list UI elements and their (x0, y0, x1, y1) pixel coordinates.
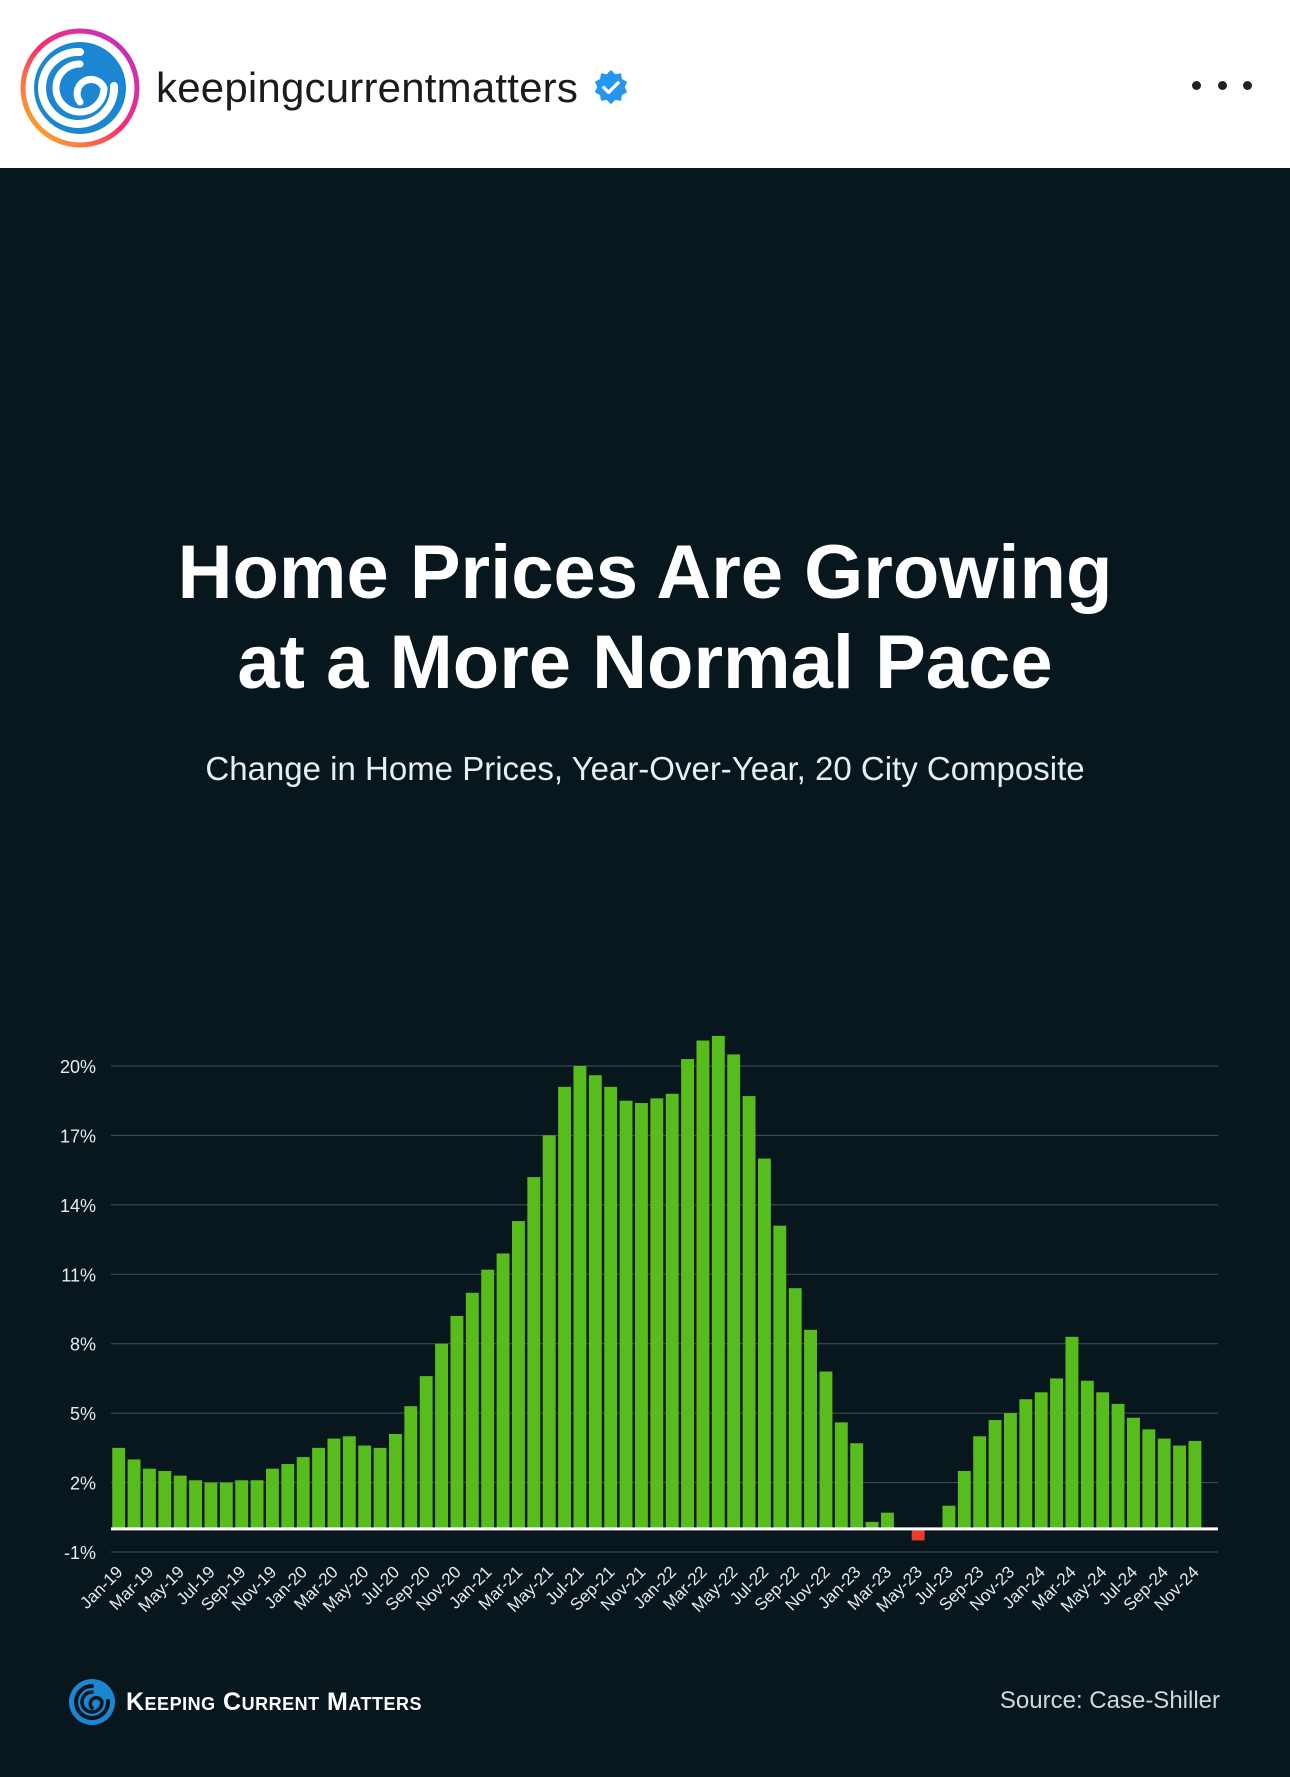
bar (865, 1521, 879, 1529)
bar (727, 1054, 741, 1529)
chart-title-line-2: at a More Normal Pace (237, 620, 1053, 705)
bar (1080, 1380, 1094, 1529)
bar (511, 1221, 525, 1529)
bar-chart: 20%17%14%11%8%5%2%-1%Jan-19Mar-19May-19J… (60, 1035, 1218, 1616)
chart-title-line-1: Home Prices Are Growing (177, 530, 1113, 615)
bar (373, 1447, 387, 1529)
bar (235, 1480, 249, 1529)
bar (1065, 1336, 1079, 1529)
bar (404, 1406, 418, 1529)
bar (189, 1480, 203, 1529)
bar (757, 1158, 771, 1529)
bar (619, 1100, 633, 1529)
bar (711, 1035, 725, 1529)
bar (1126, 1417, 1140, 1529)
verified-badge-icon (594, 69, 628, 105)
post-header: keepingcurrentmatters (0, 0, 1290, 168)
profile-avatar[interactable] (20, 28, 140, 148)
more-dot (1243, 80, 1252, 90)
bar (957, 1471, 971, 1529)
bar (496, 1253, 510, 1529)
bar (1111, 1403, 1125, 1529)
bar (681, 1059, 695, 1529)
y-tick-label: 11% (61, 1265, 96, 1285)
bar (173, 1475, 187, 1529)
bar (296, 1457, 310, 1529)
more-dot (1217, 80, 1227, 90)
bar (558, 1086, 572, 1529)
brand-name: Keeping Current Matters (126, 1687, 423, 1716)
y-tick-label: 14% (60, 1196, 96, 1216)
bar (388, 1433, 402, 1529)
bar (1157, 1438, 1171, 1529)
bar (973, 1436, 987, 1529)
post-image: Home Prices Are Growing at a More Normal… (0, 168, 1290, 1777)
kcm-logo-icon (20, 28, 140, 148)
bar (158, 1471, 172, 1529)
y-tick-label: 5% (70, 1404, 96, 1424)
more-options-icon[interactable] (1192, 60, 1252, 110)
bar (1096, 1392, 1110, 1529)
more-dot (1192, 80, 1201, 90)
y-tick-label: -1% (64, 1543, 96, 1563)
bar (911, 1528, 925, 1541)
bar (573, 1066, 587, 1529)
source-note: Source: Case-Shiller (999, 1687, 1220, 1714)
bar (127, 1459, 141, 1529)
bar (1188, 1440, 1202, 1529)
bar (219, 1482, 233, 1529)
y-tick-label: 2% (70, 1474, 96, 1494)
bar (604, 1086, 618, 1529)
bar (1019, 1399, 1033, 1529)
bar (742, 1096, 756, 1529)
bar (542, 1135, 556, 1529)
bar (112, 1447, 126, 1529)
bar (788, 1288, 802, 1529)
bar (204, 1482, 218, 1529)
bar (1003, 1413, 1017, 1529)
bar (773, 1225, 787, 1529)
bar (942, 1505, 956, 1529)
bar (850, 1443, 864, 1529)
bar (880, 1512, 894, 1529)
bar (327, 1438, 341, 1529)
bar (342, 1436, 356, 1529)
bar (465, 1292, 479, 1529)
bar (988, 1420, 1002, 1529)
bar (481, 1269, 495, 1529)
bar (1142, 1429, 1156, 1529)
bar (450, 1315, 464, 1529)
bar (588, 1075, 602, 1529)
bar (358, 1445, 372, 1529)
chart-subtitle: Change in Home Prices, Year-Over-Year, 2… (205, 750, 1085, 787)
bar (142, 1468, 156, 1529)
username[interactable]: keepingcurrentmatters (156, 64, 579, 111)
bar (634, 1103, 648, 1529)
y-tick-label: 20% (60, 1057, 96, 1077)
bar (650, 1098, 664, 1529)
brand-logo: Keeping Current Matters (68, 1676, 422, 1728)
bar (834, 1422, 848, 1529)
bar (696, 1040, 710, 1529)
bar (312, 1447, 326, 1529)
bar (1050, 1378, 1064, 1529)
y-tick-label: 17% (60, 1126, 96, 1146)
bar (804, 1329, 818, 1529)
username-row: keepingcurrentmatters (156, 58, 630, 118)
bar (1034, 1392, 1048, 1529)
brand-swirl-icon (69, 1679, 115, 1725)
bar (281, 1464, 295, 1529)
bar (435, 1343, 449, 1529)
bar (250, 1480, 264, 1529)
bar (419, 1376, 433, 1529)
bar (265, 1468, 279, 1529)
y-tick-label: 8% (70, 1335, 96, 1355)
bar (665, 1093, 679, 1529)
chart-title: Home Prices Are Growing at a More Normal… (0, 528, 1290, 708)
bar (527, 1177, 541, 1529)
bar (1173, 1445, 1187, 1529)
bar (819, 1371, 833, 1529)
